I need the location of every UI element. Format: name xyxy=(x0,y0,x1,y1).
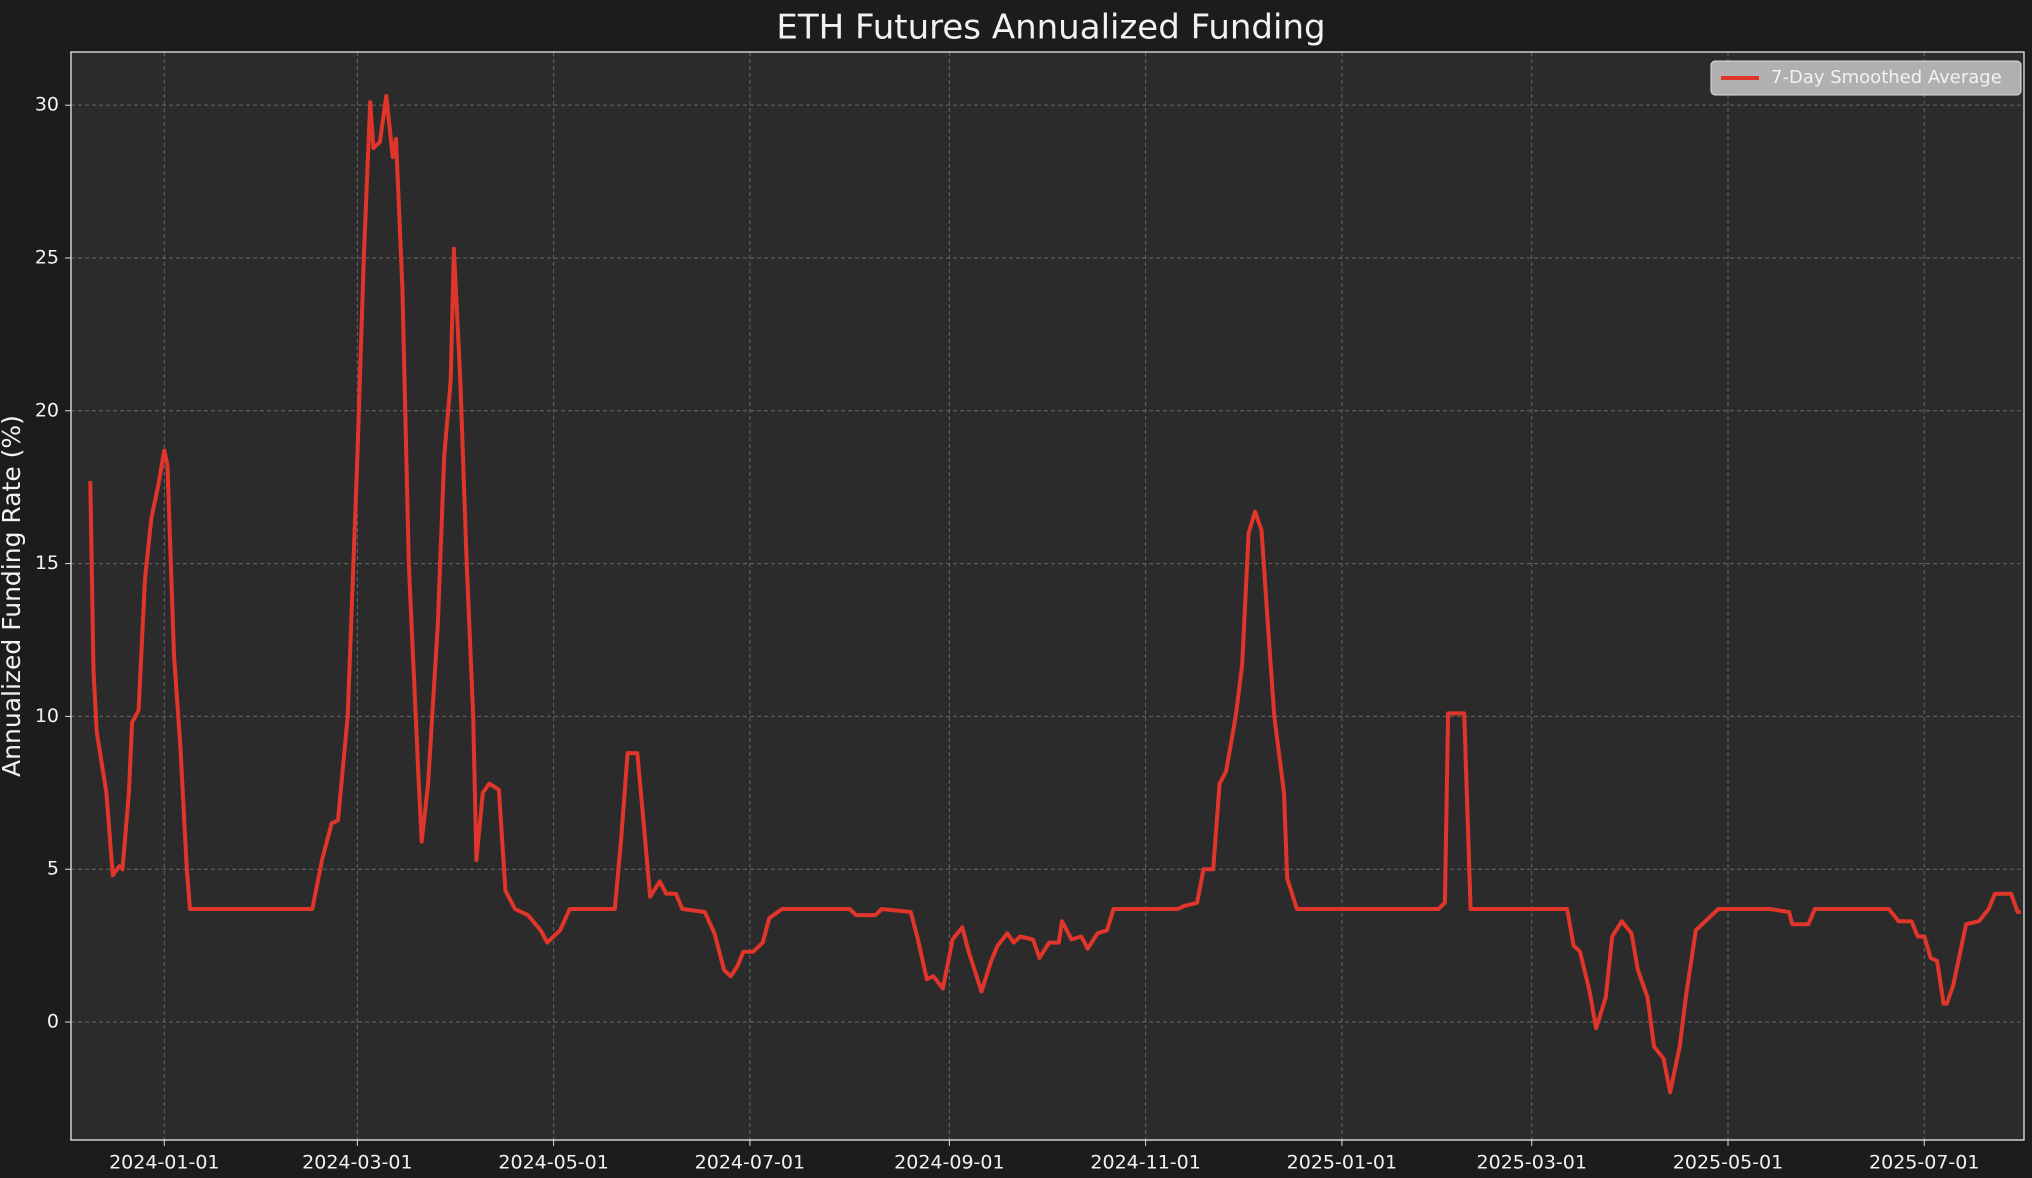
x-tick-label: 2024-07-01 xyxy=(695,1152,805,1174)
y-tick-label: 30 xyxy=(35,94,59,116)
y-tick-label: 5 xyxy=(47,858,59,880)
y-tick-label: 20 xyxy=(35,399,59,421)
chart-title: ETH Futures Annualized Funding xyxy=(776,8,1325,48)
x-tick-label: 2024-09-01 xyxy=(894,1152,1004,1174)
x-tick-label: 2024-11-01 xyxy=(1090,1152,1200,1174)
x-tick-label: 2024-03-01 xyxy=(302,1152,412,1174)
y-tick-label: 10 xyxy=(35,705,59,727)
y-tick-label: 25 xyxy=(35,246,59,268)
legend-label: 7-Day Smoothed Average xyxy=(1771,67,2002,88)
legend-box xyxy=(1710,60,2022,96)
plot-frame xyxy=(70,51,2025,1141)
x-tick-label: 2025-01-01 xyxy=(1287,1152,1397,1174)
x-tick-label: 2025-05-01 xyxy=(1673,1152,1783,1174)
x-tick-label: 2025-03-01 xyxy=(1477,1152,1587,1174)
data-line xyxy=(88,94,2021,1095)
x-tick-label: 2024-05-01 xyxy=(498,1152,608,1174)
y-tick-label: 15 xyxy=(35,552,59,574)
y-tick-label: 0 xyxy=(47,1011,59,1033)
x-tick-label: 2024-01-01 xyxy=(109,1152,219,1174)
y-axis-label: Annualized Funding Rate (%) xyxy=(0,415,26,777)
x-tick-label: 2025-07-01 xyxy=(1869,1152,1979,1174)
plot-area xyxy=(71,52,2024,1140)
